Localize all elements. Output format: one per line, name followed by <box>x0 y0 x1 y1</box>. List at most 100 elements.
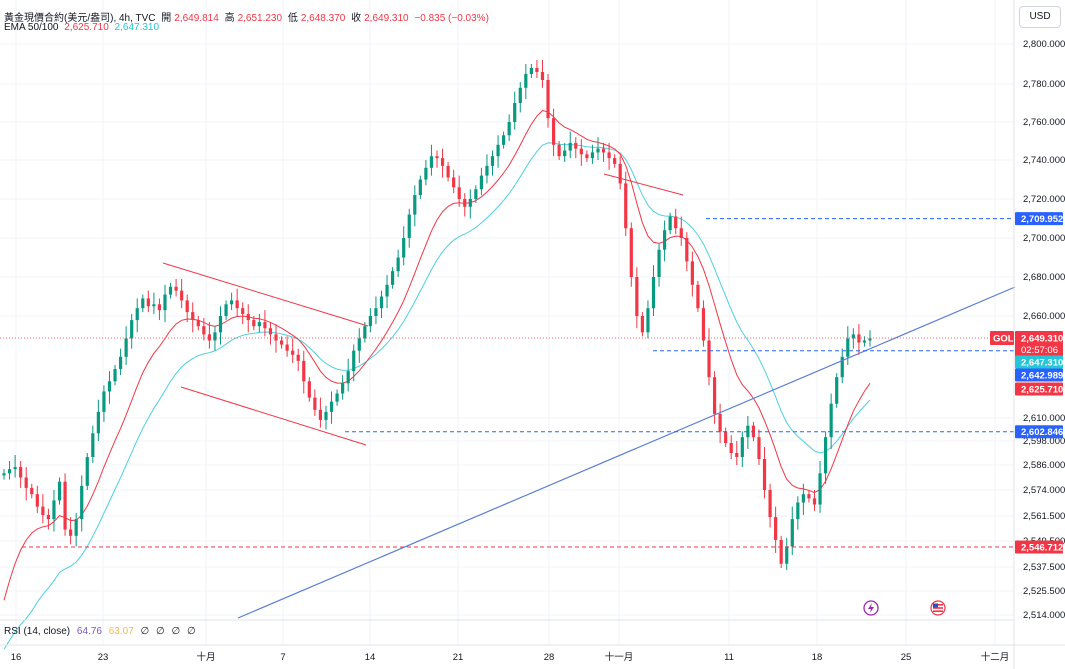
candle-body <box>96 411 100 434</box>
candle-body <box>540 72 545 80</box>
candle-body <box>435 156 439 159</box>
candle-body <box>341 383 345 394</box>
candle-body <box>390 271 395 285</box>
candle-body <box>291 350 295 355</box>
candle-body <box>601 148 606 153</box>
candle-body <box>124 338 128 357</box>
ascending-trendline[interactable] <box>237 286 1016 619</box>
candle-body <box>629 228 633 277</box>
candle-body <box>307 381 311 398</box>
candle-body <box>679 228 683 238</box>
rsi-label[interactable]: RSI (14, close) <box>4 626 71 637</box>
time-tick-label: 十二月 <box>981 651 1010 663</box>
candle-body <box>485 165 489 176</box>
candle-body <box>529 68 533 74</box>
candle-body <box>7 469 12 474</box>
channel-lower-line[interactable] <box>180 386 367 446</box>
candle-body <box>252 320 256 327</box>
candle-body <box>157 304 162 311</box>
candle-body <box>557 144 561 157</box>
time-tick-label: 十一月 <box>605 651 634 663</box>
candle-body <box>63 481 67 530</box>
currency-button[interactable]: USD <box>1019 6 1061 28</box>
price-tick-label: 2,720.000 <box>1023 194 1065 205</box>
us-flag-icon[interactable] <box>930 600 946 616</box>
rsi-extra: ∅ <box>187 626 196 637</box>
time-tick-label: 16 <box>11 652 22 663</box>
candle-body <box>24 477 28 488</box>
candle-body <box>768 490 772 518</box>
candle-body <box>690 261 694 285</box>
ema-50-line <box>3 110 871 601</box>
candle-body <box>507 122 511 136</box>
ema100-price-tag: 2,647.310 <box>1015 355 1063 369</box>
candle-body <box>313 397 317 410</box>
ema-legend: EMA 50/100 2,625.710 2,647.310 <box>4 22 162 33</box>
candle-body <box>779 539 783 564</box>
candle-body <box>707 340 711 378</box>
level-price-tag: 2,546.712 <box>1015 540 1063 554</box>
svg-text:02:57:06: 02:57:06 <box>1021 345 1058 356</box>
time-tick-label: 25 <box>901 652 912 663</box>
price-tick-label: 2,514.000 <box>1023 610 1065 621</box>
candle-body <box>696 284 700 309</box>
candle-body <box>502 135 506 145</box>
rsi-ma-value: 63.07 <box>108 626 134 637</box>
candle-body <box>230 300 234 305</box>
candle-body <box>757 437 761 459</box>
candle-body <box>574 142 578 149</box>
candle-body <box>668 216 672 231</box>
candle-body <box>302 360 306 382</box>
price-tick-label: 2,586.000 <box>1023 460 1065 471</box>
price-tick-label: 2,598.000 <box>1023 436 1065 447</box>
candles <box>2 60 872 570</box>
drawing-objects[interactable] <box>162 173 1016 619</box>
candle-body <box>130 320 134 339</box>
time-axis[interactable]: 16 23 十月 7 14 21 28 十一月 11 18 25 十二月 <box>11 651 1010 663</box>
ema-50-path <box>3 110 871 601</box>
candle-body <box>74 519 78 536</box>
time-tick-label: 7 <box>280 652 285 663</box>
candle-body <box>235 300 239 309</box>
candle-body <box>263 322 267 329</box>
price-tick-label: 2,800.000 <box>1023 39 1065 50</box>
candle-body <box>796 502 800 520</box>
candle-body <box>546 80 550 119</box>
high-label: 高 <box>224 13 235 24</box>
candle-body <box>363 326 367 339</box>
candle-body <box>168 286 173 295</box>
horizontal-levels <box>22 218 1014 548</box>
candle-body <box>479 175 484 190</box>
candle-body <box>829 403 833 438</box>
rsi-extra: ∅ <box>140 626 150 637</box>
channel-short-line[interactable] <box>603 173 684 196</box>
ema-label[interactable]: EMA 50/100 <box>4 22 59 33</box>
candle-body <box>191 312 195 321</box>
price-axis[interactable]: 2,800.000 2,780.000 2,760.000 2,740.000 2,72… <box>1023 39 1065 621</box>
candle-body <box>535 68 539 72</box>
svg-text:2,625.710: 2,625.710 <box>1021 385 1063 396</box>
candle-body <box>857 334 861 343</box>
candle-body <box>424 167 428 180</box>
candle-body <box>712 377 717 414</box>
candle-body <box>324 411 328 420</box>
candle-body <box>457 187 461 199</box>
candle-body <box>801 494 805 503</box>
candle-body <box>52 500 56 520</box>
candle-body <box>840 356 844 378</box>
lightning-icon[interactable] <box>863 600 879 616</box>
candle-body <box>740 437 744 457</box>
price-tick-label: 2,610.000 <box>1023 413 1065 424</box>
candle-body <box>85 457 89 486</box>
channel-upper-line[interactable] <box>162 262 369 327</box>
candle-body <box>585 154 589 159</box>
price-tick-label: 2,740.000 <box>1023 155 1065 166</box>
candle-body <box>790 519 794 547</box>
symbol-title[interactable]: 黃金現價合約(美元/盎司), 4h, TVC <box>4 13 156 24</box>
low-value: 2,648.370 <box>300 13 346 24</box>
candle-body <box>196 320 200 327</box>
candle-body <box>624 183 628 229</box>
candle-body <box>152 304 156 307</box>
